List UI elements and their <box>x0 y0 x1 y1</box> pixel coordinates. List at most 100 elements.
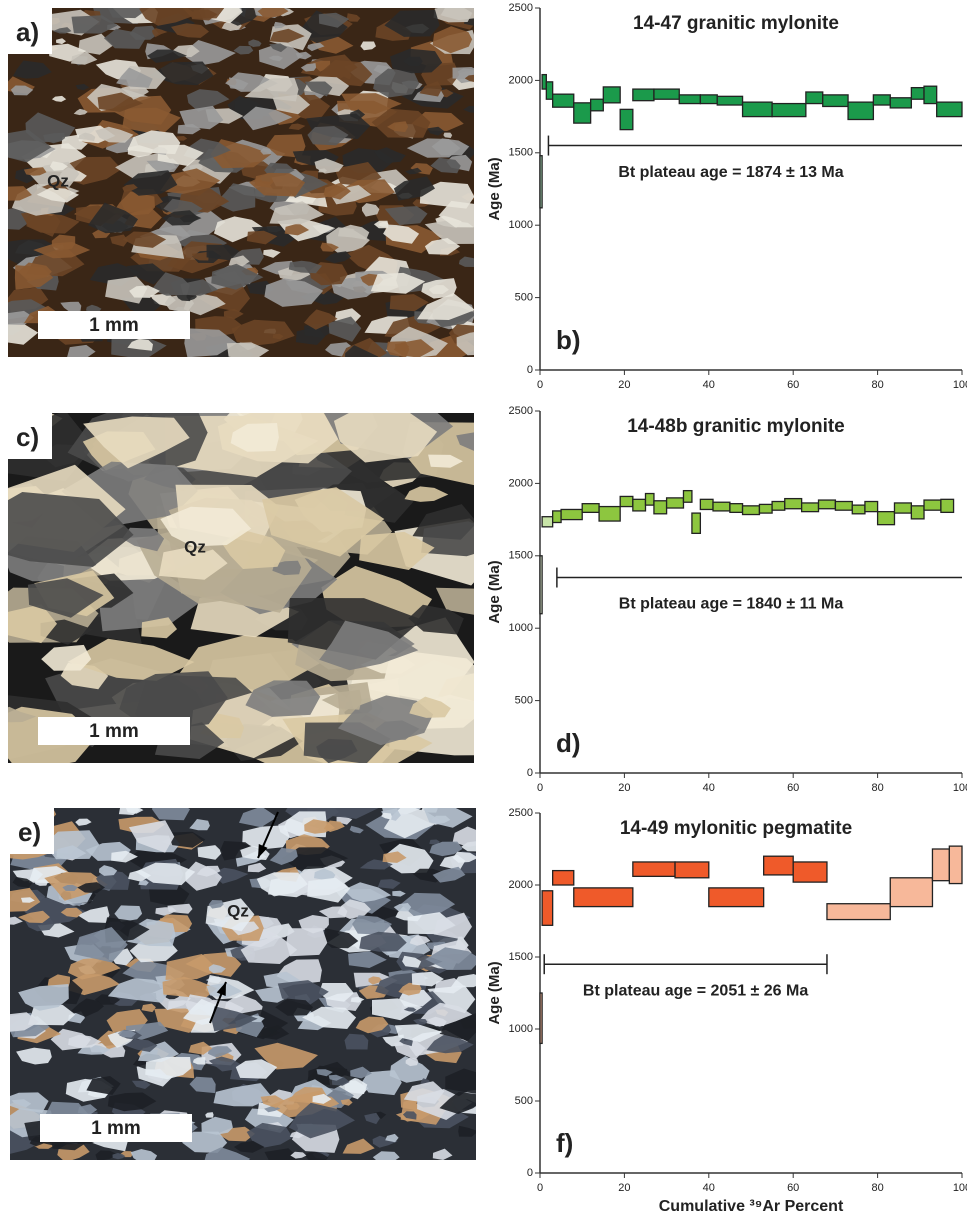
chart-title: 14-47 granitic mylonite <box>633 13 839 34</box>
age-step <box>667 498 684 508</box>
age-step <box>772 104 806 117</box>
grain <box>286 928 327 956</box>
age-step <box>924 500 941 510</box>
plateau-label: Bt plateau age = 1874 ± 13 Ma <box>618 164 843 181</box>
age-step <box>574 888 633 907</box>
x-tick-label: 40 <box>703 379 715 391</box>
y-tick-label: 1500 <box>509 550 533 562</box>
age-step <box>890 878 932 907</box>
age-step <box>717 96 742 105</box>
age-step <box>878 512 895 525</box>
micrograph: c) Qz 1 mm <box>0 388 517 785</box>
x-tick-label: 60 <box>787 379 799 391</box>
age-step <box>894 503 911 513</box>
age-step <box>873 95 890 105</box>
age-step <box>540 156 542 208</box>
x-tick-label: 80 <box>871 782 883 794</box>
age-step <box>692 513 700 533</box>
age-step <box>743 102 773 116</box>
panel-label: e) <box>18 817 41 847</box>
age-step <box>633 499 646 511</box>
panel-label: c) <box>16 422 39 452</box>
age-step <box>743 506 760 515</box>
y-tick-label: 500 <box>515 695 533 707</box>
plateau-label: Bt plateau age = 2051 ± 26 Ma <box>583 982 808 999</box>
x-tick-label: 40 <box>703 782 715 794</box>
age-step <box>730 504 743 513</box>
age-step <box>679 95 700 104</box>
age-step <box>852 505 865 514</box>
age-step <box>772 502 785 511</box>
age-step <box>819 500 836 509</box>
y-tick-label: 500 <box>515 1095 533 1107</box>
y-tick-label: 2000 <box>509 477 533 489</box>
age-step <box>823 95 848 107</box>
mineral-label: Qz <box>184 537 206 556</box>
age-step <box>591 99 604 111</box>
x-tick-label: 100 <box>953 1182 967 1194</box>
age-step <box>542 891 553 926</box>
age-step <box>941 499 954 512</box>
age-step <box>603 87 620 103</box>
age-step <box>785 499 802 509</box>
panel-label: d) <box>556 728 581 758</box>
x-tick-label: 100 <box>953 379 967 391</box>
age-step <box>700 499 713 509</box>
age-step <box>542 517 553 527</box>
age-step <box>890 98 911 108</box>
x-tick-label: 20 <box>618 1182 630 1194</box>
y-tick-label: 1000 <box>509 219 533 231</box>
scale-label: 1 mm <box>89 315 139 336</box>
panel-label: b) <box>556 325 581 355</box>
y-tick-label: 1000 <box>509 622 533 634</box>
panel-label: a) <box>16 17 39 47</box>
x-tick-label: 40 <box>703 1182 715 1194</box>
y-axis-label: Age (Ma) <box>486 560 503 623</box>
age-step <box>540 556 542 614</box>
x-tick-label: 60 <box>787 1182 799 1194</box>
age-step <box>802 503 819 512</box>
age-step <box>599 507 620 521</box>
y-axis-label: Age (Ma) <box>486 961 503 1024</box>
age-step <box>654 89 679 99</box>
age-step <box>764 856 794 875</box>
y-tick-label: 0 <box>527 1167 533 1179</box>
mineral-label: Qz <box>227 901 249 920</box>
y-tick-label: 2500 <box>509 807 533 819</box>
y-tick-label: 0 <box>527 364 533 376</box>
x-tick-label: 0 <box>537 782 543 794</box>
chart-title: 14-49 mylonitic pegmatite <box>620 818 852 839</box>
x-tick-label: 80 <box>871 379 883 391</box>
y-tick-label: 2000 <box>509 74 533 86</box>
x-tick-label: 0 <box>537 379 543 391</box>
x-tick-label: 60 <box>787 782 799 794</box>
age-step <box>806 92 823 104</box>
chart-title: 14-48b granitic mylonite <box>627 416 845 437</box>
age-step <box>827 904 890 920</box>
x-tick-label: 0 <box>537 1182 543 1194</box>
age-step <box>911 506 924 519</box>
age-step <box>633 862 675 876</box>
y-tick-label: 2500 <box>509 2 533 14</box>
age-step <box>620 109 633 129</box>
age-step <box>865 502 878 512</box>
x-tick-label: 100 <box>953 782 967 794</box>
age-step <box>793 862 827 882</box>
micrograph: e)Qz1 mm <box>0 796 495 1170</box>
age-step <box>561 509 582 519</box>
panel-label: f) <box>556 1128 573 1158</box>
y-tick-label: 1000 <box>509 1023 533 1035</box>
scale-label: 1 mm <box>89 721 139 742</box>
figure: a)Qz1 mmc)Qz1 mme)Qz1 mm0500100015002000… <box>0 0 967 1217</box>
y-axis-label: Age (Ma) <box>486 157 503 220</box>
mineral-label: Qz <box>47 171 69 190</box>
x-axis-label: Cumulative ³⁹Ar Percent <box>659 1198 844 1215</box>
plateau-label: Bt plateau age = 1840 ± 11 Ma <box>619 596 844 613</box>
age-step <box>574 103 591 123</box>
age-step <box>835 502 852 511</box>
age-step <box>683 491 691 503</box>
x-tick-label: 20 <box>618 782 630 794</box>
age-step <box>924 86 937 103</box>
age-step <box>646 494 654 506</box>
age-step <box>540 993 542 1043</box>
